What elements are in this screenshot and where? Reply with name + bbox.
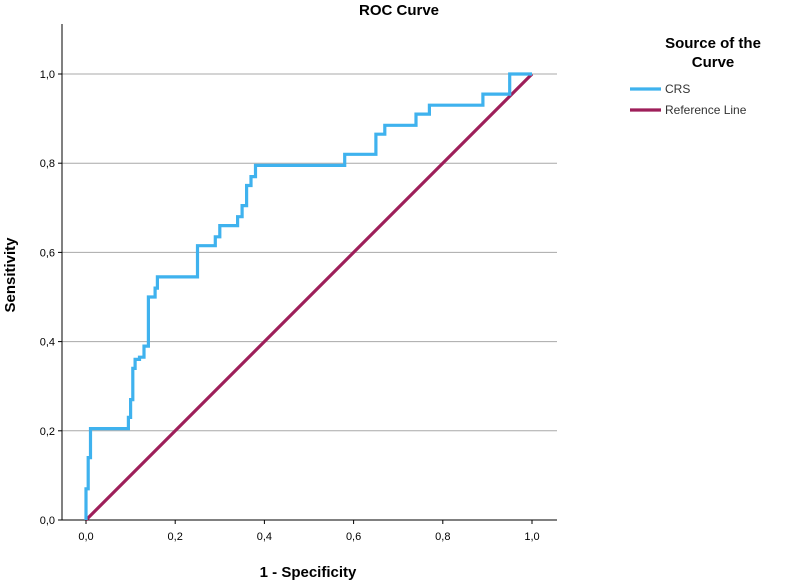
x-axis-label: 1 - Specificity xyxy=(260,564,357,581)
legend: Source of the Curve CRS Reference Line xyxy=(630,35,761,117)
series-layer xyxy=(84,72,534,522)
x-tick-label: 0,8 xyxy=(435,531,450,543)
legend-title-line-2: Curve xyxy=(692,54,735,71)
y-tick-label: 1,0 xyxy=(40,69,55,81)
y-tick-label: 0,6 xyxy=(40,247,55,259)
series-line-reference-line xyxy=(84,72,534,522)
x-tick-label: 0,2 xyxy=(168,531,183,543)
y-tick-label: 0,2 xyxy=(40,426,55,438)
y-tick-label: 0,4 xyxy=(40,337,55,349)
x-tick-label: 0,4 xyxy=(257,531,272,543)
y-tick-labels: 0,0 0,2 0,4 0,6 0,8 1,0 xyxy=(40,69,62,527)
grid-lines xyxy=(62,73,557,432)
x-tick-label: 0,0 xyxy=(78,531,93,543)
series-line-crs xyxy=(84,72,532,520)
chart-title: ROC Curve xyxy=(359,2,439,19)
y-axis-label: Sensitivity xyxy=(2,237,19,313)
x-tick-label: 0,6 xyxy=(346,531,361,543)
legend-title-line-1: Source of the xyxy=(665,35,761,52)
x-tick-label: 1,0 xyxy=(524,531,539,543)
legend-items: CRS Reference Line xyxy=(630,82,747,117)
legend-label-reference-line: Reference Line xyxy=(665,103,747,117)
y-tick-label: 0,0 xyxy=(40,515,55,527)
y-tick-label: 0,8 xyxy=(40,158,55,170)
legend-label-crs: CRS xyxy=(665,82,690,96)
x-tick-labels: 0,0 0,2 0,4 0,6 0,8 1,0 xyxy=(78,520,540,543)
